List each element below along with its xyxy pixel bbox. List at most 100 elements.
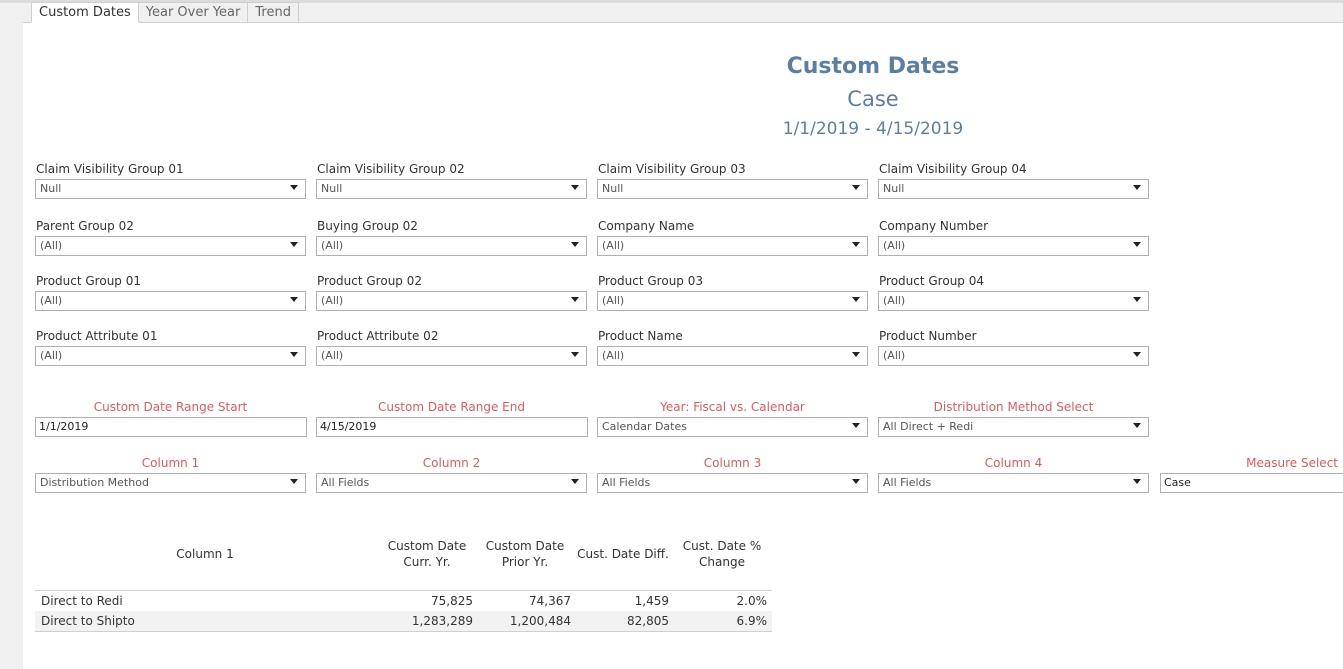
top-border xyxy=(0,0,1343,3)
page-subtitle: Case xyxy=(847,87,899,111)
param-label-column4: Column 4 xyxy=(984,456,1043,470)
row-curr: 75,825 xyxy=(431,594,473,608)
table-bottom-border xyxy=(35,631,772,632)
tab-custom-dates[interactable]: Custom Dates xyxy=(31,2,139,23)
row-pct: 6.9% xyxy=(736,614,768,628)
table-header-pct: Cust. Date % Change xyxy=(676,538,768,570)
dropdown-value: Null xyxy=(321,182,343,195)
param-label-distribution: Distribution Method Select xyxy=(933,400,1094,414)
row-prior: 74,367 xyxy=(529,594,571,608)
column2-dropdown[interactable]: All Fields xyxy=(316,473,587,493)
filter-dropdown-company-number[interactable]: (All) xyxy=(878,236,1149,256)
tab-year-over-year[interactable]: Year Over Year xyxy=(138,2,249,23)
dropdown-arrow-icon xyxy=(1133,185,1141,190)
distribution-method-dropdown[interactable]: All Direct + Redi xyxy=(878,417,1149,437)
dropdown-arrow-icon xyxy=(290,242,298,247)
filter-label: Claim Visibility Group 01 xyxy=(36,162,184,176)
dropdown-value: All Fields xyxy=(321,476,370,489)
left-strip xyxy=(0,3,23,669)
filter-dropdown-claim-visibility-group-03[interactable]: Null xyxy=(597,179,868,199)
date-end-input[interactable]: 4/15/2019 xyxy=(316,417,588,437)
dropdown-value: Calendar Dates xyxy=(602,420,687,433)
filter-dropdown-product-group-03[interactable]: (All) xyxy=(597,291,868,311)
filter-label: Product Group 01 xyxy=(36,274,141,288)
header-line: Curr. Yr. xyxy=(403,555,451,569)
header-line: Cust. Date % xyxy=(682,539,762,553)
dropdown-arrow-icon xyxy=(571,242,579,247)
dropdown-arrow-icon xyxy=(1133,352,1141,357)
filter-label: Product Number xyxy=(879,329,977,343)
param-label-date-end: Custom Date Range End xyxy=(378,400,525,414)
filter-label: Product Group 03 xyxy=(598,274,703,288)
dropdown-arrow-icon xyxy=(1133,479,1141,484)
column4-dropdown[interactable]: All Fields xyxy=(878,473,1149,493)
filter-dropdown-product-group-01[interactable]: (All) xyxy=(35,291,306,311)
table-header-curr: Custom Date Curr. Yr. xyxy=(382,538,472,570)
dropdown-value: (All) xyxy=(883,294,906,307)
filter-label: Claim Visibility Group 02 xyxy=(317,162,465,176)
param-label-column2: Column 2 xyxy=(422,456,481,470)
dropdown-value: All Fields xyxy=(883,476,932,489)
dropdown-value: All Direct + Redi xyxy=(883,420,974,433)
tab-bar: Custom Dates Year Over Year Trend xyxy=(31,2,299,23)
year-type-dropdown[interactable]: Calendar Dates xyxy=(597,417,868,437)
filter-dropdown-claim-visibility-group-04[interactable]: Null xyxy=(878,179,1149,199)
table-header-prior: Custom Date Prior Yr. xyxy=(480,538,570,570)
date-start-input[interactable]: 1/1/2019 xyxy=(35,417,307,437)
dropdown-value: (All) xyxy=(883,349,906,362)
filter-dropdown-product-group-04[interactable]: (All) xyxy=(878,291,1149,311)
column3-dropdown[interactable]: All Fields xyxy=(597,473,868,493)
filter-dropdown-parent-group-02[interactable]: (All) xyxy=(35,236,306,256)
dropdown-arrow-icon xyxy=(290,185,298,190)
dropdown-arrow-icon xyxy=(852,423,860,428)
filter-dropdown-claim-visibility-group-01[interactable]: Null xyxy=(35,179,306,199)
dropdown-arrow-icon xyxy=(290,297,298,302)
dropdown-arrow-icon xyxy=(571,352,579,357)
row-name: Direct to Shipto xyxy=(41,614,135,628)
filter-label: Claim Visibility Group 04 xyxy=(879,162,1027,176)
filter-dropdown-product-number[interactable]: (All) xyxy=(878,346,1149,366)
table-row xyxy=(35,591,772,611)
dropdown-arrow-icon xyxy=(571,479,579,484)
row-prior: 1,200,484 xyxy=(509,614,571,628)
filter-dropdown-product-attribute-01[interactable]: (All) xyxy=(35,346,306,366)
dropdown-value: Null xyxy=(602,182,624,195)
filter-label: Company Name xyxy=(598,219,695,233)
dropdown-value: All Fields xyxy=(602,476,651,489)
header-line: Change xyxy=(699,555,745,569)
dropdown-value: (All) xyxy=(40,349,63,362)
dropdown-value: (All) xyxy=(883,239,906,252)
dropdown-arrow-icon xyxy=(571,297,579,302)
dropdown-value: (All) xyxy=(40,294,63,307)
header-line: Prior Yr. xyxy=(501,555,549,569)
dropdown-arrow-icon xyxy=(852,352,860,357)
filter-label: Parent Group 02 xyxy=(36,219,134,233)
filter-dropdown-claim-visibility-group-02[interactable]: Null xyxy=(316,179,587,199)
table-header-column1: Column 1 xyxy=(176,547,234,561)
filter-dropdown-buying-group-02[interactable]: (All) xyxy=(316,236,587,256)
param-label-year-type: Year: Fiscal vs. Calendar xyxy=(660,400,805,414)
filter-dropdown-company-name[interactable]: (All) xyxy=(597,236,868,256)
param-label-column3: Column 3 xyxy=(703,456,762,470)
dropdown-value: (All) xyxy=(602,349,625,362)
filter-dropdown-product-name[interactable]: (All) xyxy=(597,346,868,366)
filter-label: Product Attribute 02 xyxy=(317,329,439,343)
dropdown-arrow-icon xyxy=(1133,297,1141,302)
filter-label: Product Group 02 xyxy=(317,274,422,288)
row-name: Direct to Redi xyxy=(41,594,123,608)
tab-trend[interactable]: Trend xyxy=(248,2,299,23)
row-diff: 82,805 xyxy=(627,614,669,628)
filter-dropdown-product-group-02[interactable]: (All) xyxy=(316,291,587,311)
dropdown-value: Null xyxy=(883,182,905,195)
dropdown-value: (All) xyxy=(321,294,344,307)
table-row xyxy=(35,611,772,631)
filter-dropdown-product-attribute-02[interactable]: (All) xyxy=(316,346,587,366)
dropdown-value: (All) xyxy=(602,294,625,307)
dropdown-arrow-icon xyxy=(571,185,579,190)
dashboard-canvas xyxy=(23,22,1343,669)
measure-select-input[interactable]: Case xyxy=(1160,473,1343,493)
filter-label: Product Group 04 xyxy=(879,274,984,288)
dropdown-arrow-icon xyxy=(1133,242,1141,247)
header-line: Custom Date xyxy=(387,539,467,553)
column1-dropdown[interactable]: Distribution Method xyxy=(35,473,306,493)
